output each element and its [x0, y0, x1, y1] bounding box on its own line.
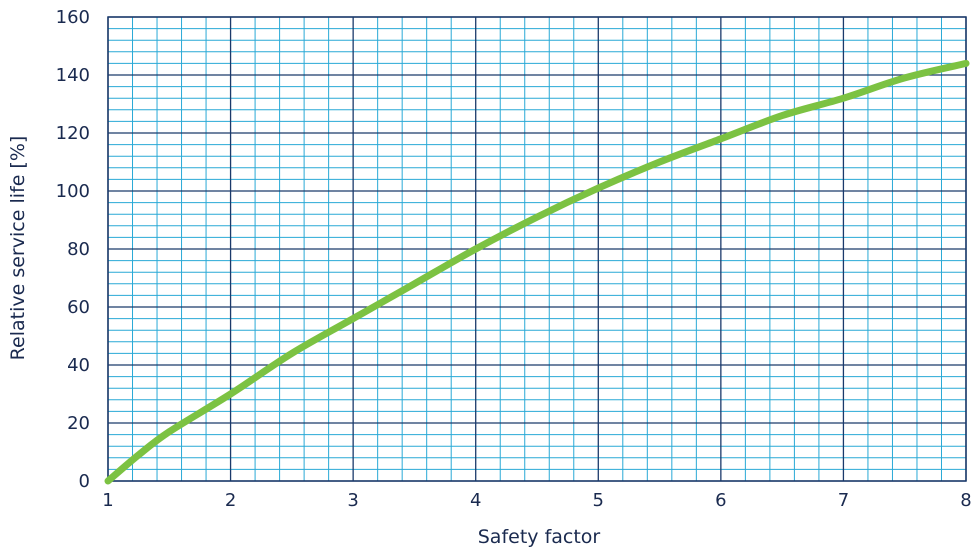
- y-tick-label: 0: [79, 471, 90, 492]
- series-layer: [104, 59, 970, 485]
- y-tick-label: 40: [67, 355, 90, 376]
- plot-frame: [107, 16, 967, 482]
- y-tick-label: 60: [67, 297, 90, 318]
- y-tick-label: 120: [56, 123, 90, 144]
- x-tick-label: 2: [225, 490, 236, 511]
- x-tick-label: 7: [838, 490, 849, 511]
- y-tick-labels: 0 20 40 60 80 100 120 140 160: [56, 7, 90, 492]
- series-line: [104, 59, 970, 485]
- x-tick-label: 1: [102, 490, 113, 511]
- x-tick-label: 8: [960, 490, 971, 511]
- y-axis-label: Relative service life [%]: [7, 136, 29, 361]
- x-axis-label: Safety factor: [478, 526, 601, 548]
- x-tick-label: 5: [593, 490, 604, 511]
- x-tick-label: 3: [347, 490, 358, 511]
- y-tick-label: 160: [56, 7, 90, 28]
- x-tick-labels: 1 2 3 4 5 6 7 8: [102, 490, 971, 511]
- x-tick-label: 6: [715, 490, 726, 511]
- y-tick-label: 140: [56, 65, 90, 86]
- x-tick-label: 4: [470, 490, 481, 511]
- y-tick-label: 100: [56, 181, 90, 202]
- y-tick-label: 20: [67, 413, 90, 434]
- y-tick-label: 80: [67, 239, 90, 260]
